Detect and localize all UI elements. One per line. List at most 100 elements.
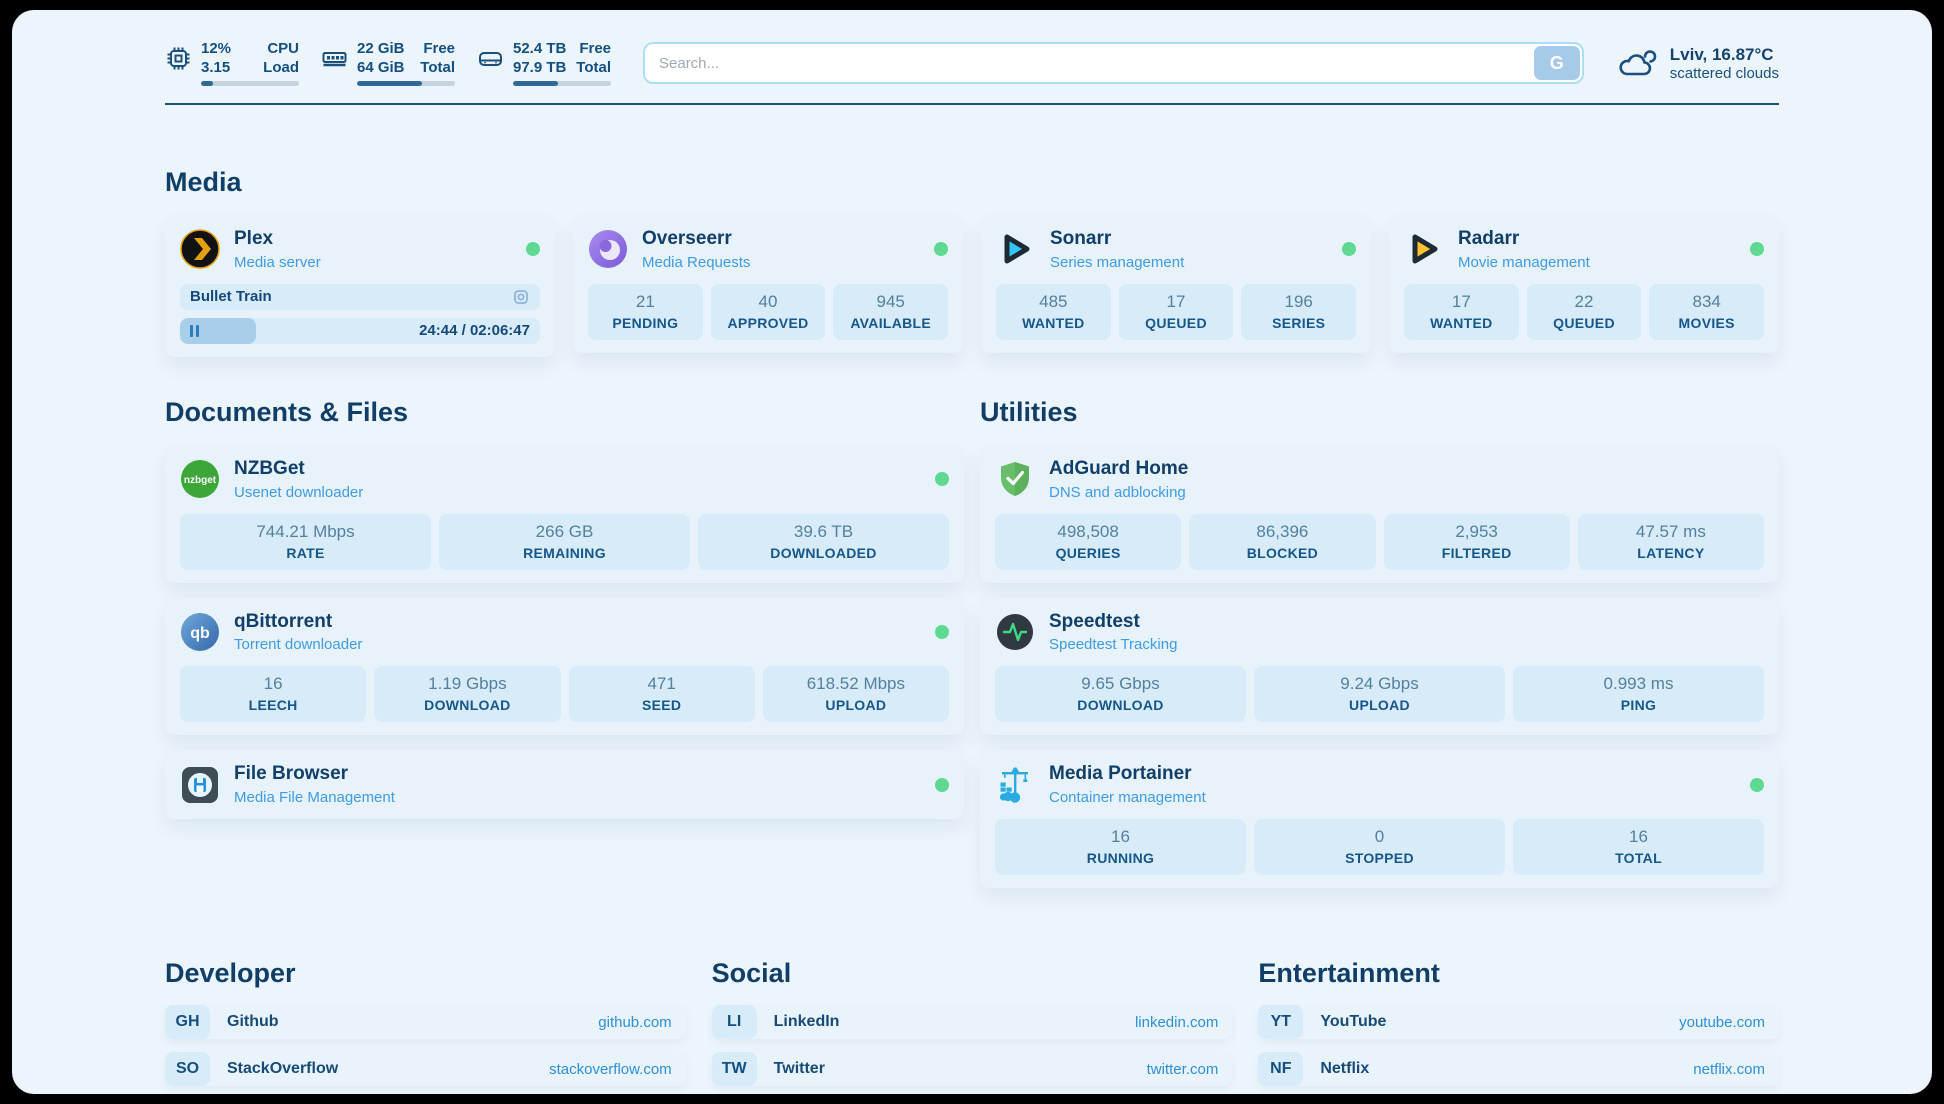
now-playing-title: Bullet Train <box>190 288 272 306</box>
bookmark-group-social: Social LI LinkedIn linkedin.com TW Twitt… <box>711 958 1233 1094</box>
bookmark-url[interactable]: youtube.com <box>1679 1013 1765 1031</box>
status-dot <box>935 472 949 487</box>
bookmark-abbr-badge: YT <box>1258 1005 1304 1040</box>
ram-icon <box>321 45 348 72</box>
now-playing-view-icon[interactable] <box>512 288 530 306</box>
search-engine-button[interactable]: G <box>1533 46 1580 80</box>
stat-chip: 39.6 TB DOWNLOADED <box>698 513 949 570</box>
app-card-filebrowser[interactable]: File Browser Media File Management <box>165 750 964 820</box>
section-title-entertainment: Entertainment <box>1258 958 1440 989</box>
weather-widget: Lviv, 16.87°C scattered clouds <box>1616 44 1779 82</box>
stat-chip: 498,508 QUERIES <box>995 513 1182 570</box>
utilities-column: Utilities AdGuard Home DNS and adblockin… <box>980 397 1779 889</box>
sonarr-icon <box>996 229 1036 269</box>
stat-chip: 1.19 Gbps DOWNLOAD <box>374 666 561 723</box>
bookmark-group-developer: Developer GH Github github.com SO StackO… <box>165 958 686 1094</box>
app-title: Media Portainer <box>1049 763 1192 785</box>
bookmark-url[interactable]: github.com <box>598 1013 672 1031</box>
app-card-nzbget[interactable]: nzbget NZBGet Usenet downloader 744.21 M… <box>165 444 964 583</box>
app-card-qbittorrent[interactable]: qb qBittorrent Torrent downloader 16 LEEC… <box>165 597 964 736</box>
app-card-radarr[interactable]: Radarr Movie management 17 WANTED 22 QUEUE… <box>1389 215 1779 353</box>
search-input[interactable] <box>647 46 1534 80</box>
stat-chip: 16 TOTAL <box>1513 819 1764 876</box>
disk-progress-bar <box>513 81 611 87</box>
app-card-adguard[interactable]: AdGuard Home DNS and adblocking 498,508 Q… <box>980 444 1779 583</box>
bookmark-twitter[interactable]: TW Twitter twitter.com <box>711 1052 1233 1087</box>
app-subtitle: Media server <box>234 253 321 271</box>
cpu-usage-value: 12% <box>201 39 232 57</box>
bookmark-github[interactable]: GH Github github.com <box>165 1005 686 1040</box>
bookmark-abbr-badge: GH <box>165 1005 210 1040</box>
cpu-label: CPU <box>267 39 299 57</box>
app-card-overseerr[interactable]: Overseerr Media Requests 21 PENDING 40 APP… <box>573 215 963 353</box>
stat-chip: 22 QUEUED <box>1526 283 1642 340</box>
ram-total-value: 64 GiB <box>357 58 405 76</box>
stat-chip: 17 QUEUED <box>1118 283 1234 340</box>
bookmark-url[interactable]: linkedin.com <box>1134 1013 1219 1031</box>
app-card-speedtest[interactable]: Speedtest Speedtest Tracking 9.65 Gbps DO… <box>980 597 1779 736</box>
status-dot <box>1750 777 1764 792</box>
documents-column: Documents & Files nzbget NZBGet Usenet d… <box>165 397 964 888</box>
app-card-plex[interactable]: Plex Media server Bullet Train <box>165 215 555 357</box>
stat-chip: 16 LEECH <box>180 666 367 723</box>
disk-free-value: 52.4 TB <box>513 39 567 57</box>
cpu-progress-bar <box>201 81 299 87</box>
bookmark-linkedin[interactable]: LI LinkedIn linkedin.com <box>711 1005 1233 1040</box>
disk-stat: 52.4 TB Free 97.9 TB Total <box>477 40 611 87</box>
section-title-documents: Documents & Files <box>165 396 409 427</box>
speedtest-icon <box>995 612 1035 652</box>
bookmark-abbr-badge: TW <box>711 1052 757 1087</box>
disk-total-value: 97.9 TB <box>513 58 567 76</box>
bookmark-group-entertainment: Entertainment YT YouTube youtube.com NF … <box>1258 958 1779 1094</box>
stat-chip: 0.993 ms PING <box>1513 666 1764 723</box>
app-subtitle: Media File Management <box>234 789 395 807</box>
app-card-sonarr[interactable]: Sonarr Series management 485 WANTED 17 QUE… <box>981 215 1371 353</box>
adguard-icon <box>995 459 1035 499</box>
app-subtitle: DNS and adblocking <box>1049 483 1186 501</box>
app-subtitle: Movie management <box>1458 253 1590 271</box>
stat-chip: 40 APPROVED <box>710 283 826 340</box>
now-playing-row: Bullet Train <box>180 283 540 310</box>
bookmark-url[interactable]: netflix.com <box>1693 1060 1765 1078</box>
section-title-media: Media <box>165 167 242 197</box>
overseerr-icon <box>588 229 628 269</box>
stat-chip: 21 PENDING <box>588 283 703 340</box>
status-dot <box>934 242 948 257</box>
app-title: Radarr <box>1458 228 1520 249</box>
app-card-portainer[interactable]: Media Portainer Container management 16 R… <box>980 750 1779 889</box>
svg-text:qb: qb <box>190 625 210 642</box>
section-title-social: Social <box>711 958 792 989</box>
app-subtitle: Container management <box>1049 789 1206 807</box>
bookmark-abbr-badge: SO <box>165 1052 210 1087</box>
ram-progress-bar <box>357 81 455 87</box>
playback-time: 24:44 / 02:06:47 <box>419 321 530 339</box>
disk-icon <box>477 45 504 72</box>
bookmark-netflix[interactable]: NF Netflix netflix.com <box>1258 1052 1779 1087</box>
stat-chip: 9.24 Gbps UPLOAD <box>1254 666 1505 723</box>
app-subtitle: Media Requests <box>642 253 751 271</box>
app-title: Plex <box>234 228 274 249</box>
stat-chip: 744.21 Mbps RATE <box>180 513 431 570</box>
bookmark-url[interactable]: stackoverflow.com <box>549 1060 672 1078</box>
cpu-load-value: 3.15 <box>201 58 231 76</box>
bookmark-name: LinkedIn <box>773 1013 840 1031</box>
section-title-developer: Developer <box>165 958 296 989</box>
bookmark-abbr-badge: NF <box>1258 1052 1304 1087</box>
ram-stat: 22 GiB Free 64 GiB Total <box>321 40 455 87</box>
app-subtitle: Speedtest Tracking <box>1049 636 1178 654</box>
app-title: Speedtest <box>1049 610 1140 632</box>
bookmark-name: Twitter <box>773 1060 825 1078</box>
bookmark-youtube[interactable]: YT YouTube youtube.com <box>1258 1005 1779 1040</box>
bookmark-name: StackOverflow <box>227 1060 339 1078</box>
header-divider <box>165 103 1779 105</box>
bookmark-stackoverflow[interactable]: SO StackOverflow stackoverflow.com <box>165 1052 686 1087</box>
status-dot <box>1750 242 1764 257</box>
bookmark-url[interactable]: twitter.com <box>1146 1060 1219 1078</box>
cpu-stat: 12% CPU 3.15 Load <box>165 40 299 87</box>
stat-chip: 196 SERIES <box>1241 283 1357 340</box>
playback-progress-bar: 24:44 / 02:06:47 <box>180 317 540 344</box>
stat-chip: 86,396 BLOCKED <box>1189 513 1376 570</box>
status-dot <box>935 777 949 792</box>
stat-chip: 17 WANTED <box>1404 283 1519 340</box>
status-dot <box>526 242 540 257</box>
